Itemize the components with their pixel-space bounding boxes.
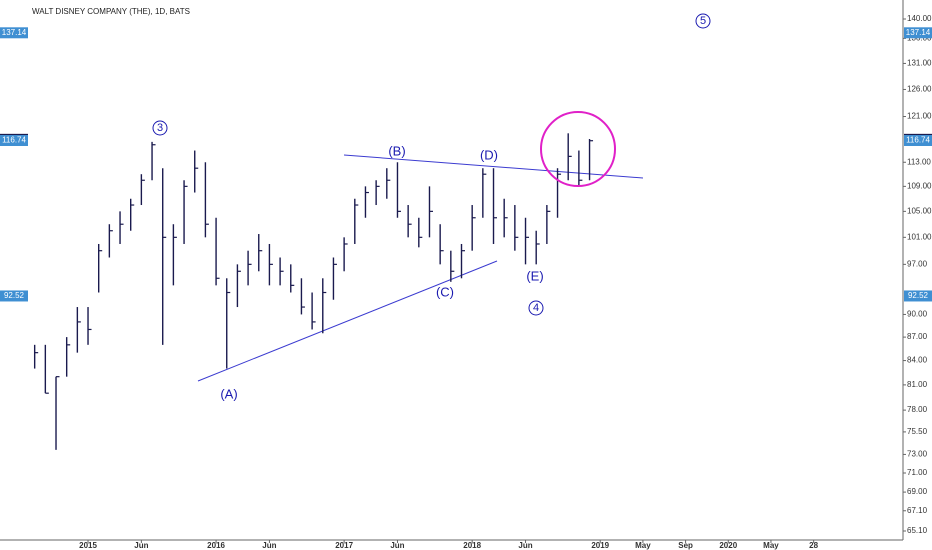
x-tick-label: 2016 <box>207 541 225 550</box>
price-label: 116.74 <box>906 136 930 145</box>
x-tick-label: May <box>635 541 651 550</box>
x-tick-label: 28 <box>809 541 818 550</box>
y-tick-label: 90.00 <box>907 310 928 319</box>
price-label-box <box>0 27 28 39</box>
y-tick-label: 126.00 <box>907 85 932 94</box>
price-label-box <box>904 27 932 39</box>
wave-label: (B) <box>388 143 405 158</box>
x-tick-label: 2020 <box>719 541 737 550</box>
price-label-box <box>0 134 28 146</box>
price-label-box <box>0 290 28 302</box>
price-label-box <box>904 134 932 146</box>
price-label: 92.52 <box>4 291 25 300</box>
price-label-box <box>904 290 932 302</box>
x-tick-label: Jun <box>262 541 276 550</box>
y-tick-label: 109.00 <box>907 181 932 190</box>
price-label: 92.52 <box>908 291 929 300</box>
y-tick-label: 97.00 <box>907 259 928 268</box>
y-tick-label: 121.00 <box>907 112 932 121</box>
y-tick-label: 131.00 <box>907 59 932 68</box>
price-label: 116.74 <box>2 136 26 145</box>
wave-label: 3 <box>157 122 163 134</box>
y-tick-label: 113.00 <box>907 157 931 166</box>
price-bars <box>33 133 594 450</box>
y-tick-label: 140.00 <box>907 14 932 23</box>
wave-label: (E) <box>526 268 543 283</box>
y-tick-label: 101.00 <box>907 232 932 241</box>
wave-label: (A) <box>220 386 237 401</box>
y-tick-label: 81.00 <box>907 380 928 389</box>
wave-label: (D) <box>480 147 498 162</box>
price-label: 137.14 <box>906 28 931 37</box>
x-tick-label: 2018 <box>463 541 481 550</box>
wave-circle <box>152 120 168 136</box>
wave-circle <box>695 13 711 29</box>
wave-label: 4 <box>533 302 539 314</box>
x-tick-label: May <box>763 541 779 550</box>
highlight-circle <box>540 111 616 187</box>
y-tick-label: 71.00 <box>907 468 928 477</box>
y-tick-label: 105.00 <box>907 206 932 215</box>
x-tick-label: Sep <box>678 541 693 550</box>
wave-label: 5 <box>700 15 706 27</box>
y-tick-label: 69.00 <box>907 487 928 496</box>
x-tick-label: Jun <box>390 541 404 550</box>
chart-title: WALT DISNEY COMPANY (THE), 1D, BATS <box>32 7 190 16</box>
x-tick-label: 2015 <box>79 541 97 550</box>
trendline <box>197 260 498 382</box>
trendline <box>343 154 644 179</box>
y-tick-label: 65.10 <box>907 526 928 535</box>
x-tick-label: Jun <box>134 541 148 550</box>
wave-circle <box>528 300 544 316</box>
x-tick-label: Jun <box>518 541 532 550</box>
y-tick-label: 84.00 <box>907 356 928 365</box>
wave-label: (C) <box>436 284 454 299</box>
x-tick-label: 2017 <box>335 541 353 550</box>
y-tick-label: 75.50 <box>907 427 928 436</box>
y-tick-label: 87.00 <box>907 332 928 341</box>
y-tick-label: 78.00 <box>907 405 928 414</box>
y-tick-label: 73.00 <box>907 450 928 459</box>
price-label: 137.14 <box>2 28 27 37</box>
y-tick-label: 67.10 <box>907 506 928 515</box>
x-tick-label: 2019 <box>591 541 609 550</box>
